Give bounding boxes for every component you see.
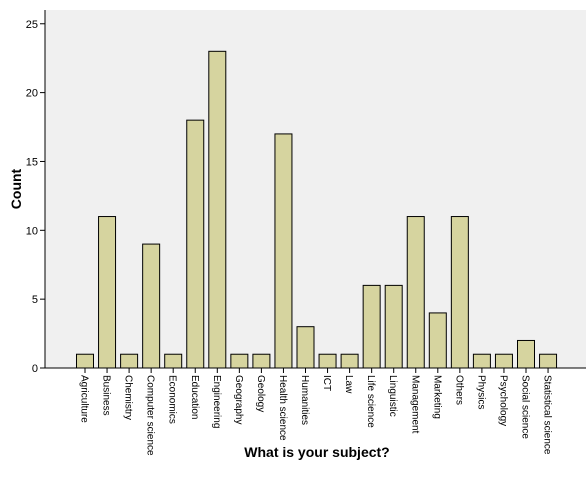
bar-law (340, 353, 359, 369)
y-tick-label: 15 (26, 156, 38, 168)
x-tick-label: Physics (475, 375, 486, 409)
x-tick-label: Economics (167, 375, 178, 424)
bar-physics (472, 353, 491, 369)
x-tick-label: Geography (233, 375, 244, 424)
x-tick-label: Chemistry (123, 375, 134, 420)
x-ticks-group: Agriculture Business Chemistry Computer sci… (79, 368, 553, 456)
y-tick-label: 5 (32, 294, 38, 306)
plot-background (45, 10, 586, 368)
bar-social-science (517, 339, 535, 369)
y-tick-label: 0 (32, 363, 38, 375)
y-tick-label: 25 (26, 19, 38, 31)
x-tick-label: Law (343, 375, 354, 394)
bars-group (76, 50, 558, 369)
x-tick-label: Education (189, 375, 200, 419)
x-tick-label: Social science (520, 375, 531, 439)
x-tick-label: Linguistic (387, 375, 398, 417)
x-tick-label: Agriculture (79, 375, 90, 423)
bar-agriculture (76, 353, 94, 369)
bar-life-science (362, 284, 381, 369)
x-tick-label: Marketing (431, 375, 442, 419)
bar-health-science (274, 133, 293, 369)
y-ticks-group: 0 5 10 15 20 25 (26, 19, 45, 375)
bar-others (450, 216, 469, 369)
x-tick-label: Statistical science (542, 375, 553, 455)
y-tick-label: 10 (26, 225, 38, 237)
x-tick-label: Others (453, 375, 464, 405)
x-tick-label: Health science (277, 375, 288, 441)
bar-education (186, 119, 205, 369)
bar-geography (230, 353, 249, 369)
y-axis-title: Count (8, 168, 24, 209)
bar-marketing (428, 312, 447, 369)
bar-geology (252, 353, 271, 369)
x-tick-label: Management (409, 375, 420, 434)
bar-psychology (494, 353, 513, 369)
x-tick-label: Computer science (145, 375, 156, 456)
bar-management (406, 216, 425, 369)
bar-humanities (296, 326, 315, 369)
y-tick-label: 20 (26, 88, 38, 100)
x-tick-label: ICT (321, 375, 332, 391)
bar-ict (318, 353, 337, 369)
x-tick-label: Business (101, 375, 112, 416)
bar-business (98, 216, 117, 369)
x-tick-label: Geology (255, 375, 266, 412)
x-tick-label: Life science (365, 375, 376, 428)
x-axis-title: What is your subject? (244, 444, 389, 460)
bar-engineering (208, 50, 227, 369)
bar-statistical-science (539, 353, 558, 369)
bar-linguistic (384, 284, 403, 369)
x-tick-label: Psychology (497, 375, 508, 426)
bar-computer-science (142, 243, 161, 369)
bar-chemistry (120, 353, 139, 369)
bar-economics (164, 353, 183, 369)
x-tick-label: Engineering (211, 375, 222, 428)
x-tick-label: Humanities (299, 375, 310, 425)
